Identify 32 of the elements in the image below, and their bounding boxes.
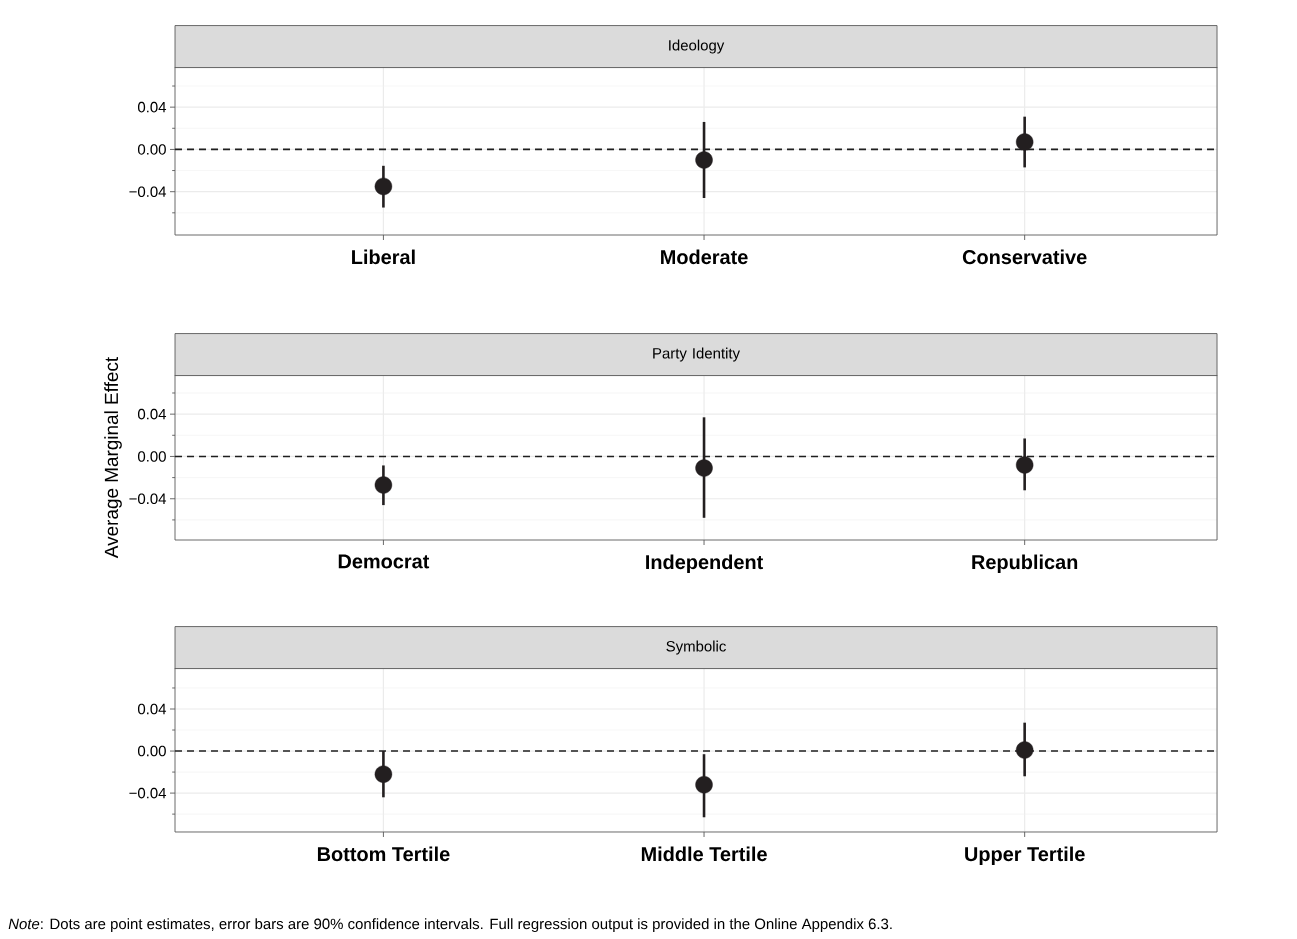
x-tick-label: Republican [972, 554, 1078, 574]
point [695, 151, 713, 169]
y-tick-label: −0.04 [129, 186, 167, 197]
chart-title: Symbolic [666, 640, 726, 655]
point [374, 177, 393, 196]
point [374, 476, 393, 494]
point [1015, 133, 1034, 151]
y-tick-label: 0.04 [137, 101, 167, 113]
y-tick-label: 0.00 [137, 451, 166, 462]
y-tick-label: 0.00 [137, 144, 166, 155]
text: Note: Dots are point estimates, error bars are 90% confidence intervals. Full regression output is provided in the Online Appendix 6.3. [8, 918, 892, 933]
y-tick-label: 0.00 [137, 745, 166, 757]
point [1015, 741, 1034, 759]
y-tick-label: −0.04 [129, 493, 167, 505]
point [695, 459, 713, 477]
x-tick-label: Moderate [661, 249, 748, 265]
point [374, 765, 393, 783]
y-tick-label: 0.04 [137, 408, 167, 420]
y-axis-title: Average Marginal Effect [104, 357, 122, 559]
x-tick-label: Upper Tertile [965, 846, 1085, 866]
y-tick-label: 0.04 [137, 703, 167, 715]
point [695, 775, 713, 794]
chart-title: Party Identity [653, 347, 740, 362]
x-tick-label: Democrat [338, 554, 430, 569]
x-tick-label: Bottom Tertile [317, 846, 450, 862]
x-tick-label: Middle Tertile [641, 846, 767, 862]
x-tick-label: Independent [646, 554, 764, 574]
x-tick-label: Liberal [352, 249, 415, 265]
y-tick-label: −0.04 [129, 787, 167, 799]
chart-title: Ideology [669, 39, 725, 54]
x-tick-label: Conservative [962, 249, 1087, 265]
point [1015, 456, 1034, 474]
